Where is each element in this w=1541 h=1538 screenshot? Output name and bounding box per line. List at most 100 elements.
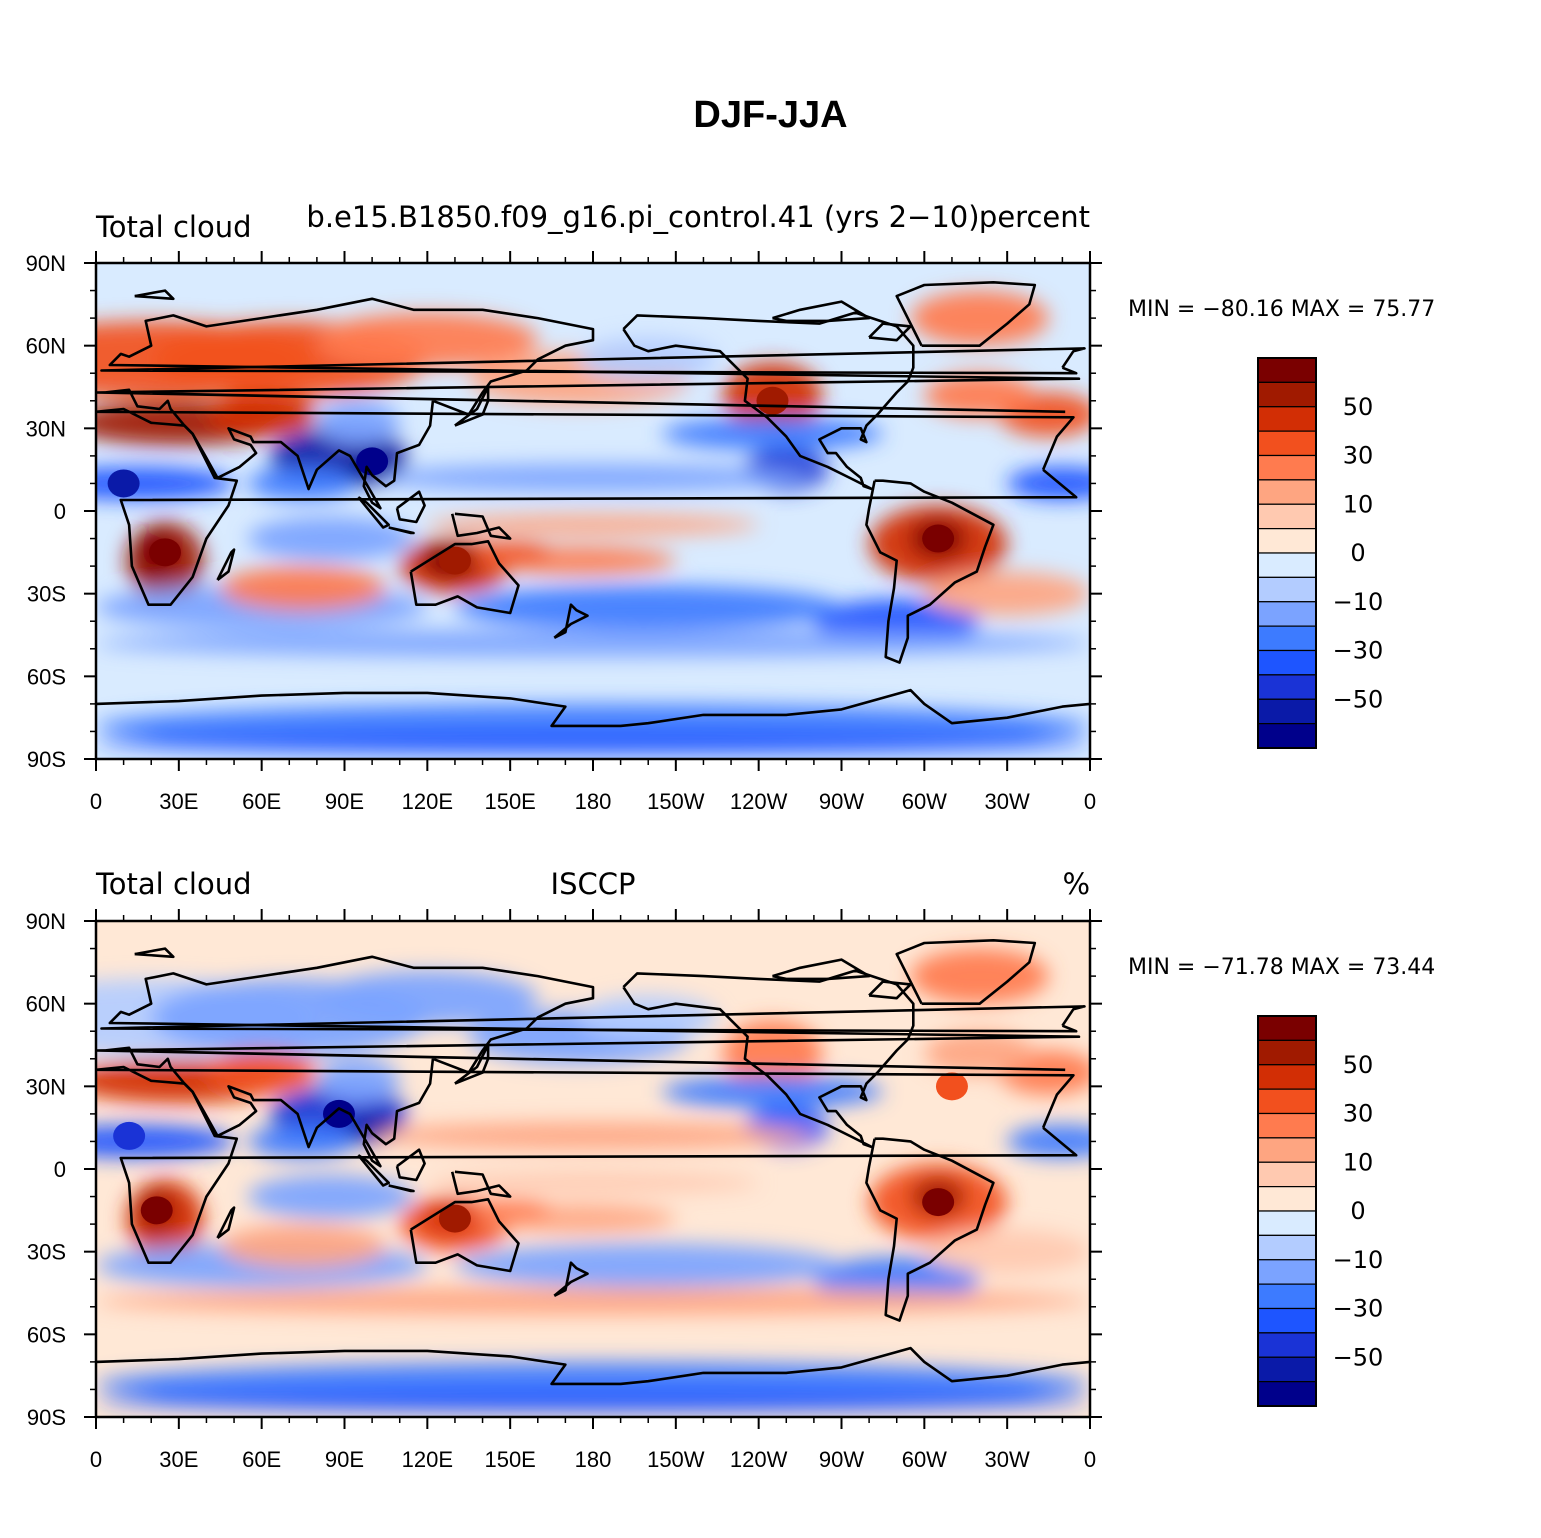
coastline bbox=[868, 980, 912, 1000]
contour-region bbox=[96, 731, 1090, 754]
coastlines bbox=[96, 281, 1090, 728]
min-max-stats: MIN = −71.78 MAX = 73.44 bbox=[1128, 955, 1435, 980]
colorbar-segment bbox=[1257, 381, 1317, 408]
max-label: MAX = bbox=[1291, 297, 1366, 322]
coastline bbox=[895, 281, 1037, 347]
coastline bbox=[772, 958, 871, 981]
coastline bbox=[357, 1154, 390, 1187]
contour-region bbox=[316, 970, 538, 1026]
colorbar-label: −50 bbox=[1333, 1343, 1384, 1371]
contour-region bbox=[220, 1224, 386, 1269]
colorbar-label: 10 bbox=[1343, 1148, 1374, 1176]
x-tick-label: 90W bbox=[819, 789, 864, 814]
contour-region bbox=[96, 629, 1090, 658]
coastline bbox=[553, 603, 589, 639]
coastline bbox=[865, 1137, 995, 1322]
contour-region bbox=[910, 290, 1049, 346]
contour-region bbox=[1007, 1124, 1090, 1158]
y-tick-label: 60N bbox=[26, 992, 66, 1017]
coastline bbox=[100, 1005, 1086, 1033]
max-value: 73.44 bbox=[1372, 955, 1435, 980]
colorbar-segment bbox=[1257, 601, 1317, 627]
x-tick-label: 120W bbox=[730, 1447, 788, 1472]
contour-region bbox=[924, 571, 1090, 616]
colorbar-segment bbox=[1257, 625, 1317, 652]
extreme-feature bbox=[922, 1188, 955, 1217]
colorbar-segment bbox=[1257, 723, 1317, 749]
colorbar-segment bbox=[1257, 1161, 1317, 1188]
x-tick-label: 150E bbox=[484, 1447, 535, 1472]
contour-region bbox=[372, 464, 814, 492]
colorbar: 50 30 10 0 −10 −30 −50 bbox=[1257, 1015, 1384, 1407]
coastline bbox=[96, 955, 1081, 1168]
x-tick-label: 90E bbox=[325, 1447, 364, 1472]
contour-region bbox=[468, 541, 552, 564]
bottom-map-panel: 0 30E 60E 90E 120E 150E 180 150W 120W 90W 60W 30W 09… bbox=[26, 867, 1436, 1472]
colorbar-segment bbox=[1257, 454, 1317, 481]
extreme-feature bbox=[113, 1121, 146, 1150]
contour-region bbox=[247, 1124, 359, 1158]
colorbar-label: 50 bbox=[1343, 393, 1374, 421]
colorbar-segment bbox=[1257, 674, 1317, 700]
contour-region bbox=[247, 1174, 414, 1219]
colorbar-segment bbox=[1257, 1210, 1317, 1236]
coastline bbox=[868, 322, 912, 342]
coastline bbox=[395, 490, 426, 524]
min-value: −71.78 bbox=[1202, 955, 1283, 980]
y-tick-label: 60S bbox=[27, 664, 66, 689]
coastline bbox=[409, 540, 520, 615]
coastline bbox=[357, 496, 390, 529]
x-tick-label: 150W bbox=[647, 1447, 705, 1472]
x-tick-label: 30W bbox=[985, 1447, 1030, 1472]
x-tick-label: 60W bbox=[902, 1447, 947, 1472]
max-value: 75.77 bbox=[1372, 297, 1435, 322]
left-header: Total cloud bbox=[95, 867, 251, 901]
coastline bbox=[96, 1065, 1078, 1264]
coastline bbox=[134, 289, 175, 301]
colorbar-segment bbox=[1257, 1283, 1317, 1310]
coastline bbox=[216, 548, 236, 581]
contour-region bbox=[662, 1075, 883, 1109]
extreme-feature bbox=[438, 546, 471, 575]
colorbar-label: −10 bbox=[1333, 588, 1384, 616]
colorbar-segment bbox=[1257, 1332, 1317, 1358]
colorbar-segment bbox=[1257, 698, 1317, 725]
colorbar-label: 50 bbox=[1343, 1051, 1374, 1079]
coastline bbox=[134, 947, 175, 959]
x-tick-label: 0 bbox=[1084, 789, 1096, 814]
x-tick-label: 30E bbox=[159, 789, 198, 814]
y-tick-label: 30S bbox=[27, 582, 66, 607]
coastline bbox=[395, 1148, 426, 1182]
colorbar-label: −10 bbox=[1333, 1246, 1384, 1274]
x-tick-label: 0 bbox=[90, 1447, 102, 1472]
x-tick-label: 60E bbox=[242, 789, 281, 814]
contour-region bbox=[468, 1199, 552, 1222]
coastline bbox=[388, 526, 415, 535]
colorbar-segment bbox=[1257, 1356, 1317, 1383]
y-tick-label: 30N bbox=[26, 1074, 66, 1099]
y-tick-label: 30N bbox=[26, 416, 66, 441]
coastline bbox=[96, 1346, 1090, 1386]
coastline bbox=[409, 1198, 520, 1273]
contour-region bbox=[96, 1287, 1090, 1316]
coastline bbox=[96, 688, 1090, 728]
colorbar-label: 30 bbox=[1343, 442, 1374, 470]
extreme-feature bbox=[322, 1099, 355, 1128]
extreme-feature bbox=[356, 447, 389, 476]
colorbar-segment bbox=[1257, 528, 1317, 554]
extreme-feature bbox=[107, 469, 140, 498]
x-tick-label: 60W bbox=[902, 789, 947, 814]
coastline bbox=[553, 1261, 589, 1297]
contour-region bbox=[206, 1050, 317, 1095]
y-tick-label: 0 bbox=[54, 1157, 66, 1182]
x-tick-label: 60E bbox=[242, 1447, 281, 1472]
contour-region bbox=[454, 1243, 842, 1288]
coastline bbox=[388, 1184, 415, 1193]
colorbar-label: 30 bbox=[1343, 1100, 1374, 1128]
colorbar-segment bbox=[1257, 1088, 1317, 1115]
coastline bbox=[450, 1170, 512, 1198]
colorbar-segment bbox=[1257, 1381, 1317, 1407]
x-tick-label: 150W bbox=[647, 789, 705, 814]
colorbar-segment bbox=[1257, 576, 1317, 603]
colorbar-label: −50 bbox=[1333, 685, 1384, 713]
